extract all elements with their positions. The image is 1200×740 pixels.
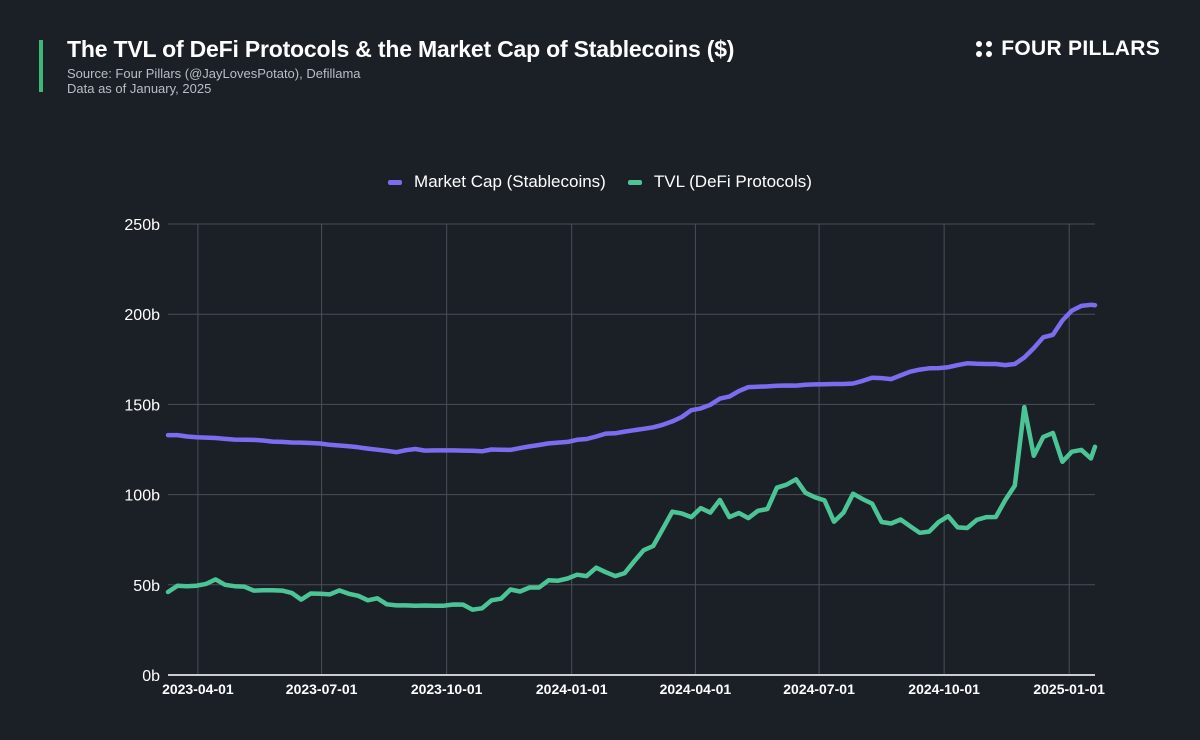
legend-label-market-cap: Market Cap (Stablecoins)	[414, 172, 606, 191]
legend-label-tvl: TVL (DeFi Protocols)	[653, 172, 812, 191]
chart-legend: Market Cap (Stablecoins) TVL (DeFi Proto…	[0, 172, 1200, 192]
legend-item-market-cap[interactable]: Market Cap (Stablecoins)	[388, 172, 606, 192]
y-axis-labels: 0b 50b 100b 150b 200b 250b	[124, 217, 160, 685]
title-accent-bar	[39, 40, 43, 92]
x-tick-label: 2024-10-01	[908, 681, 980, 697]
x-gridlines	[197, 224, 1070, 675]
x-tick-label: 2025-01-01	[1033, 681, 1105, 697]
chart-subtitle: Source: Four Pillars (@JayLovesPotato), …	[67, 66, 361, 96]
source-note: Source: Four Pillars (@JayLovesPotato), …	[67, 66, 361, 81]
chart-title: The TVL of DeFi Protocols & the Market C…	[67, 36, 735, 62]
legend-swatch-tvl	[627, 179, 642, 185]
y-gridlines	[168, 223, 1095, 676]
four-dots-logo-icon	[976, 41, 993, 57]
x-tick-label: 2024-07-01	[783, 681, 855, 697]
series-lines	[165, 302, 1098, 612]
brand-name: FOUR PILLARS	[1001, 37, 1160, 60]
x-tick-label: 2023-04-01	[162, 681, 234, 697]
x-axis-labels: 2023-04-01 2023-07-01 2023-10-01 2024-01-01…	[162, 681, 1105, 697]
legend-swatch-market-cap	[388, 179, 403, 185]
y-tick-label: 50b	[133, 578, 160, 595]
series-line-market-cap	[165, 302, 1098, 455]
x-tick-label: 2024-04-01	[660, 681, 732, 697]
y-tick-label: 100b	[124, 488, 160, 505]
y-tick-label: 200b	[124, 307, 160, 324]
y-tick-label: 0b	[142, 668, 160, 685]
y-tick-label: 250b	[124, 217, 160, 234]
x-tick-label: 2023-10-01	[411, 681, 483, 697]
legend-item-tvl[interactable]: TVL (DeFi Protocols)	[627, 172, 812, 192]
data-date-note: Data as of January, 2025	[67, 81, 212, 96]
x-tick-label: 2024-01-01	[536, 681, 608, 697]
brand-logo: FOUR PILLARS	[976, 37, 1160, 61]
series-line-tvl	[165, 404, 1098, 612]
x-tick-label: 2023-07-01	[286, 681, 358, 697]
y-tick-label: 150b	[124, 397, 160, 414]
